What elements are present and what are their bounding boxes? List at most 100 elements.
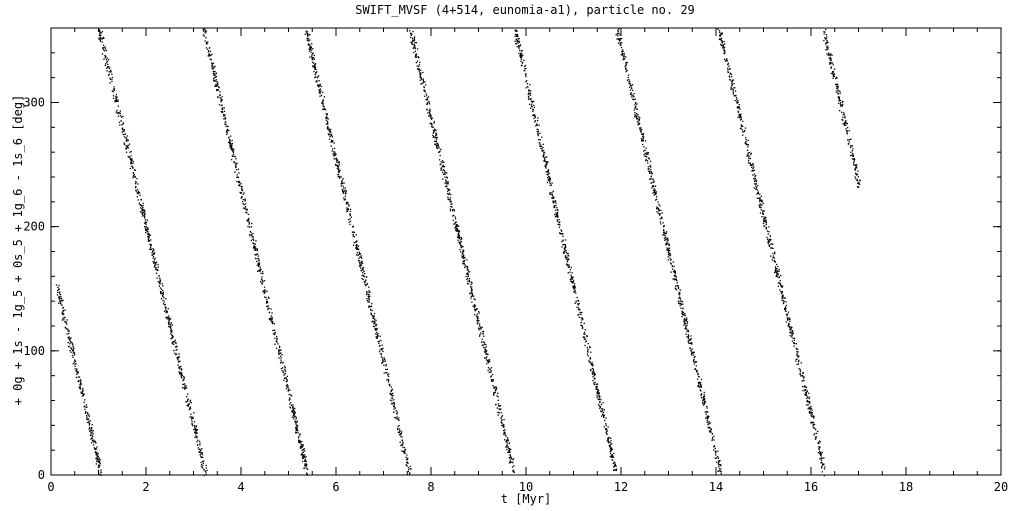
data-point xyxy=(564,246,566,248)
data-point xyxy=(255,249,257,251)
data-point xyxy=(767,233,769,235)
data-point xyxy=(547,161,549,163)
data-point xyxy=(58,284,60,287)
data-point xyxy=(578,307,580,309)
data-point xyxy=(396,416,398,418)
data-point xyxy=(237,168,240,170)
data-point xyxy=(471,286,473,288)
data-point xyxy=(338,171,340,173)
data-point xyxy=(251,222,253,225)
data-point xyxy=(359,262,361,264)
data-point xyxy=(69,337,71,339)
data-point xyxy=(152,257,154,259)
data-point xyxy=(642,143,644,146)
data-point xyxy=(59,293,62,296)
data-point xyxy=(348,221,350,223)
data-point xyxy=(241,185,243,188)
data-point xyxy=(467,283,469,285)
data-point xyxy=(792,333,794,335)
data-point xyxy=(568,266,570,268)
data-point xyxy=(147,232,149,234)
data-point xyxy=(244,208,246,210)
data-point xyxy=(419,61,421,64)
data-point xyxy=(245,211,247,213)
data-point xyxy=(297,430,299,432)
data-point xyxy=(131,158,133,160)
data-point xyxy=(74,359,76,361)
data-point xyxy=(564,239,567,241)
data-point xyxy=(619,38,621,40)
data-point xyxy=(345,191,347,193)
data-point xyxy=(271,323,274,325)
data-point xyxy=(658,208,660,210)
data-point xyxy=(326,113,328,115)
data-point xyxy=(785,321,787,323)
data-point xyxy=(205,471,207,473)
data-point xyxy=(498,408,500,410)
data-point xyxy=(333,154,335,156)
data-point xyxy=(838,98,840,100)
data-point xyxy=(262,271,264,273)
data-point xyxy=(314,65,316,67)
data-point xyxy=(481,341,483,343)
data-point xyxy=(473,307,475,309)
data-point xyxy=(151,252,153,254)
data-point xyxy=(592,368,594,370)
data-point xyxy=(691,351,693,353)
data-point xyxy=(190,402,192,404)
data-point xyxy=(826,53,828,55)
data-point xyxy=(692,352,694,354)
data-point xyxy=(255,257,257,259)
data-point xyxy=(248,223,250,225)
data-point xyxy=(763,210,765,212)
data-point xyxy=(569,271,571,273)
data-point xyxy=(534,116,537,118)
data-point xyxy=(856,179,858,181)
data-point xyxy=(318,89,320,91)
data-point xyxy=(390,403,393,405)
data-point xyxy=(497,399,499,401)
data-point xyxy=(444,172,446,174)
data-point xyxy=(787,319,789,321)
data-point xyxy=(420,77,422,79)
data-point xyxy=(246,209,248,211)
data-point xyxy=(650,178,652,180)
data-point xyxy=(523,59,525,61)
data-point xyxy=(808,396,811,398)
data-point xyxy=(819,446,821,449)
data-point xyxy=(459,243,461,245)
data-point xyxy=(101,41,103,43)
data-point xyxy=(783,300,785,303)
data-point xyxy=(491,380,493,382)
data-point xyxy=(645,160,647,162)
data-point xyxy=(588,360,590,362)
data-point xyxy=(144,222,146,224)
data-point xyxy=(791,330,793,332)
data-point xyxy=(681,301,684,303)
data-point xyxy=(524,64,527,67)
data-point xyxy=(571,280,573,282)
data-point xyxy=(643,150,645,152)
data-point xyxy=(686,323,688,325)
data-point xyxy=(375,333,377,335)
data-point xyxy=(190,413,192,415)
data-point xyxy=(460,247,462,249)
data-point xyxy=(413,51,415,54)
data-point xyxy=(474,314,476,316)
data-point xyxy=(179,360,181,362)
data-point xyxy=(169,318,172,320)
data-point xyxy=(70,348,73,350)
data-point xyxy=(855,164,857,166)
data-point xyxy=(258,269,260,272)
data-point xyxy=(593,374,595,377)
data-point xyxy=(171,330,173,332)
data-point xyxy=(307,35,309,37)
data-point xyxy=(452,219,454,222)
data-point xyxy=(430,118,433,120)
data-point xyxy=(666,238,668,240)
data-point xyxy=(653,181,655,183)
data-point xyxy=(534,114,536,116)
data-point xyxy=(691,348,693,350)
data-point xyxy=(204,470,206,472)
data-point xyxy=(144,221,147,223)
